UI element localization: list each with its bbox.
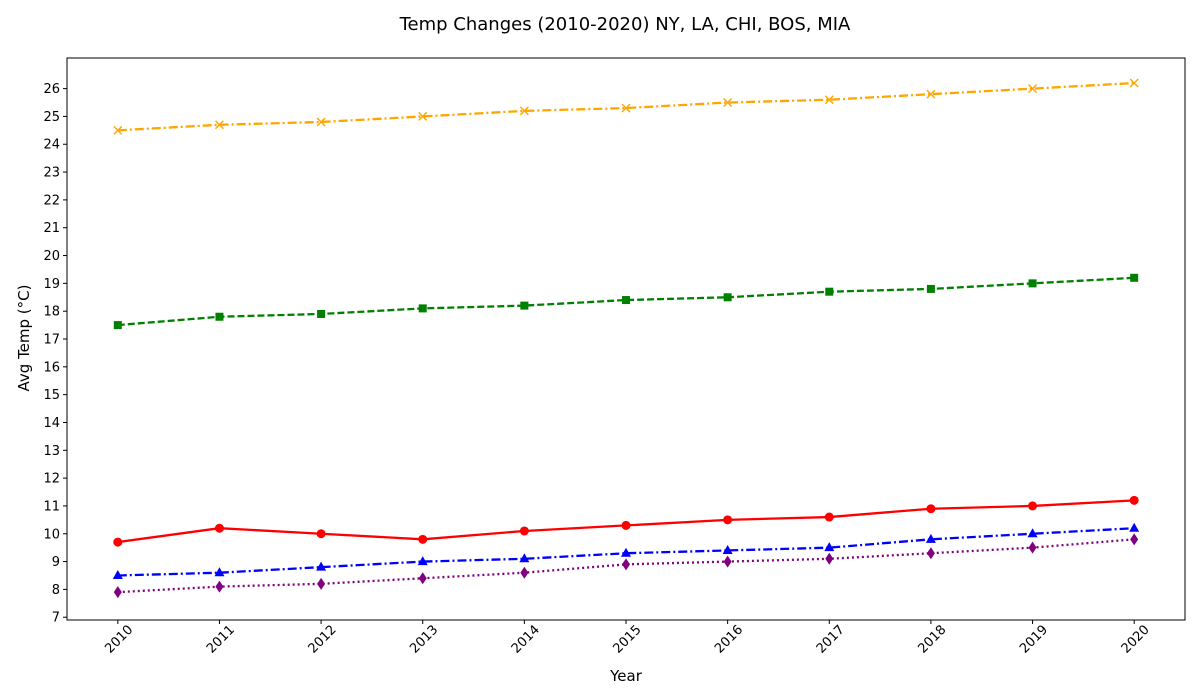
data-point-marker [723, 515, 733, 525]
data-point-marker [1129, 495, 1139, 505]
data-point-marker [520, 566, 529, 579]
data-point-marker [215, 312, 224, 321]
data-point-marker [214, 120, 224, 130]
y-tick-label: 13 [43, 444, 60, 459]
y-tick-label: 20 [43, 249, 60, 264]
y-tick-label: 26 [43, 82, 60, 97]
y-tick-label: 18 [43, 305, 60, 320]
data-point-marker [418, 534, 428, 544]
data-point-marker [622, 558, 630, 571]
data-point-marker [113, 125, 123, 135]
data-point-marker [925, 533, 936, 543]
data-point-marker [622, 296, 630, 305]
y-tick-label: 9 [52, 555, 60, 570]
data-point-marker [621, 103, 631, 113]
data-point-marker [215, 580, 224, 593]
data-point-marker [316, 529, 326, 539]
data-point-marker [519, 106, 529, 116]
data-point-marker [113, 321, 122, 330]
data-point-marker [621, 547, 631, 557]
y-tick-label: 16 [43, 360, 60, 375]
data-point-marker [723, 98, 733, 108]
data-point-marker [113, 537, 123, 547]
data-point-marker [1027, 528, 1038, 538]
y-tick-label: 25 [43, 110, 60, 125]
data-point-marker [1130, 273, 1139, 282]
data-point-marker [112, 569, 123, 579]
data-point-marker [317, 309, 326, 318]
data-point-marker [723, 293, 732, 302]
data-point-marker [825, 552, 834, 565]
data-point-marker [824, 512, 834, 522]
y-axis-title: Avg Temp (°C) [15, 285, 33, 392]
data-point-marker [926, 89, 936, 99]
y-tick-label: 14 [43, 416, 60, 431]
y-tick-label: 23 [43, 166, 60, 181]
data-point-marker [113, 586, 122, 599]
data-point-marker [520, 301, 529, 310]
data-point-marker [418, 572, 427, 585]
data-point-marker [926, 504, 936, 514]
y-tick-label: 22 [43, 193, 60, 208]
data-point-marker [723, 555, 732, 568]
data-point-marker [1129, 78, 1139, 88]
data-point-marker [316, 561, 327, 571]
data-point-marker [1130, 533, 1139, 546]
data-point-marker [926, 284, 935, 293]
data-point-marker [825, 287, 834, 296]
data-point-marker [1028, 84, 1038, 94]
data-point-marker [519, 553, 530, 563]
data-point-marker [316, 117, 326, 127]
y-tick-label: 24 [43, 138, 60, 153]
data-point-marker [214, 523, 224, 533]
y-tick-label: 11 [43, 499, 60, 514]
data-point-marker [926, 547, 935, 560]
y-tick-label: 17 [43, 333, 60, 348]
data-point-marker [1028, 501, 1038, 511]
y-tick-label: 21 [43, 221, 60, 236]
data-point-marker [1129, 522, 1140, 532]
data-point-marker [824, 542, 835, 552]
data-point-marker [418, 304, 427, 313]
data-point-marker [317, 577, 326, 590]
chart-title: Temp Changes (2010-2020) NY, LA, CHI, BO… [399, 14, 851, 35]
y-tick-label: 10 [43, 527, 60, 542]
y-tick-label: 8 [52, 583, 60, 598]
data-point-marker [1028, 279, 1037, 288]
data-point-marker [418, 111, 428, 121]
y-tick-label: 19 [43, 277, 60, 292]
x-axis-title: Year [609, 667, 643, 685]
y-tick-label: 7 [52, 611, 60, 626]
y-tick-label: 12 [43, 472, 60, 487]
data-point-marker [621, 520, 631, 530]
y-tick-label: 15 [43, 388, 60, 403]
data-point-marker [214, 567, 225, 577]
data-point-marker [417, 556, 428, 566]
data-point-marker [824, 95, 834, 105]
data-point-marker [722, 544, 733, 554]
data-point-marker [519, 526, 529, 536]
data-point-marker [1028, 541, 1037, 554]
